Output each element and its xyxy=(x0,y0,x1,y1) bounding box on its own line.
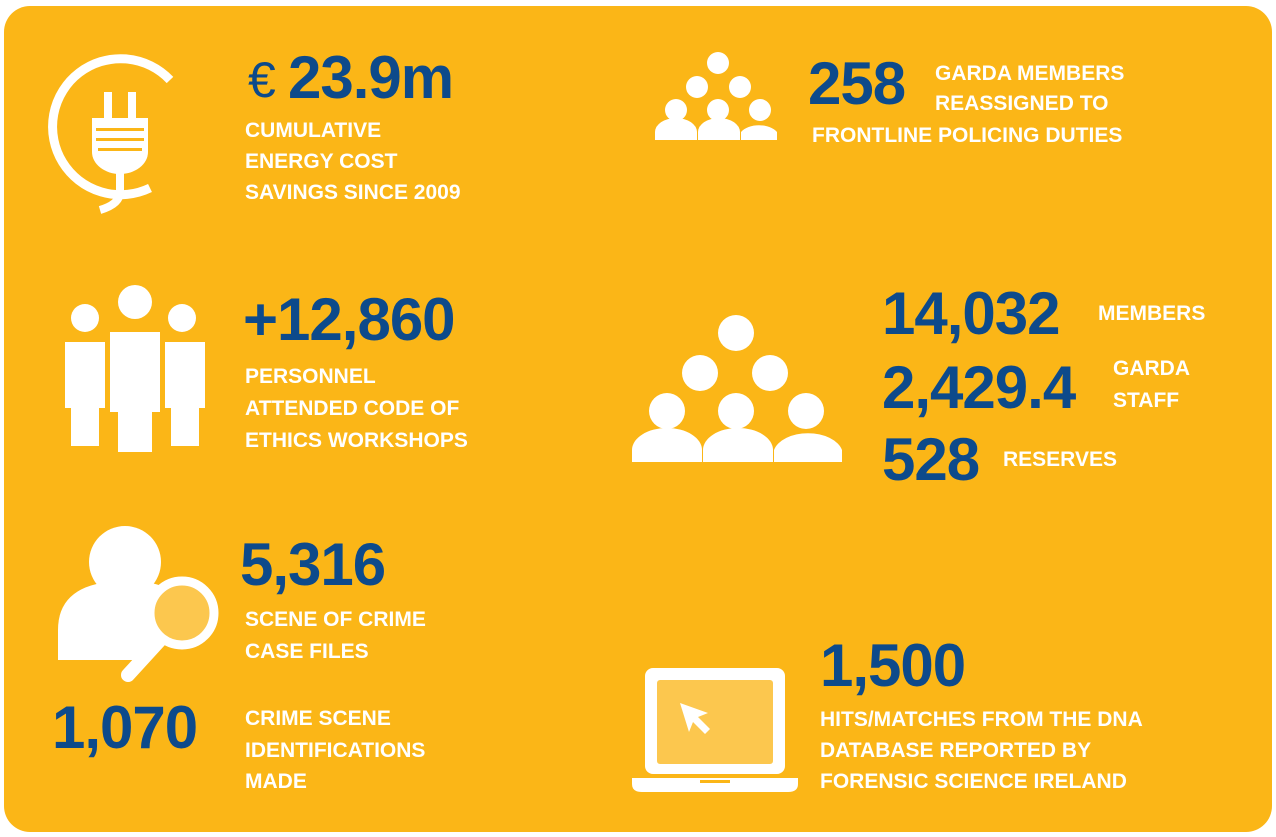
laptop-icon xyxy=(632,668,798,792)
label: CASE FILES xyxy=(245,640,369,663)
figure: 5,316 xyxy=(240,531,385,598)
label: HITS/MATCHES FROM THE DNA xyxy=(820,708,1143,731)
label: ETHICS WORKSHOPS xyxy=(245,429,468,452)
label: MEMBERS xyxy=(1098,302,1205,325)
figure: 2,429.4 xyxy=(882,354,1077,421)
label: SCENE OF CRIME xyxy=(245,608,426,631)
label: CRIME SCENE xyxy=(245,707,391,730)
label: RESERVES xyxy=(1003,448,1117,471)
label: GARDA MEMBERS xyxy=(935,62,1124,85)
label: ENERGY COST xyxy=(245,150,398,173)
label: PERSONNEL xyxy=(245,365,376,388)
label: CUMULATIVE xyxy=(245,119,381,142)
label: REASSIGNED TO xyxy=(935,92,1108,115)
figure: 23.9m xyxy=(288,44,453,111)
label: GARDA xyxy=(1113,357,1190,380)
label: STAFF xyxy=(1113,389,1179,412)
label: IDENTIFICATIONS xyxy=(245,739,425,762)
figure: +12,860 xyxy=(243,286,455,353)
investigator-icon xyxy=(58,526,219,682)
people-pyramid-icon xyxy=(655,52,777,140)
people-pyramid-icon xyxy=(632,315,842,462)
label: ATTENDED CODE OF xyxy=(245,397,459,420)
label: FRONTLINE POLICING DUTIES xyxy=(812,124,1122,147)
label: FORENSIC SCIENCE IRELAND xyxy=(820,770,1127,793)
plug-icon xyxy=(48,54,174,214)
figure: 258 xyxy=(808,50,905,117)
figure: 1,070 xyxy=(52,694,197,761)
figure: 528 xyxy=(882,426,979,493)
figure: 14,032 xyxy=(882,280,1060,347)
currency: € xyxy=(248,52,276,108)
label: SAVINGS SINCE 2009 xyxy=(245,181,461,204)
background xyxy=(4,6,1272,832)
staff-icon xyxy=(65,285,205,452)
label: DATABASE REPORTED BY xyxy=(820,739,1091,762)
figure: 1,500 xyxy=(820,632,965,699)
label: MADE xyxy=(245,770,307,793)
